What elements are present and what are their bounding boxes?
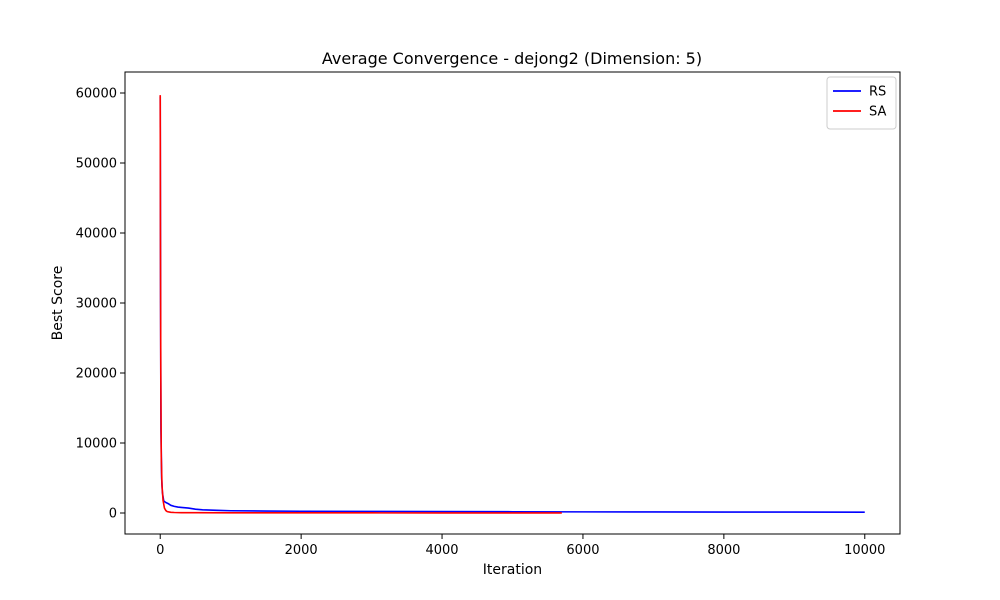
- plot-lines: [159, 95, 865, 514]
- y-tick-label-3: 30000: [76, 297, 117, 312]
- axes: 0 2000 4000 6000 8000 10000 0 10000 20000 30000 40…: [76, 87, 886, 559]
- series-line-sa: [159, 95, 562, 514]
- chart-title: Average Convergence - dejong2 (Dimension…: [322, 49, 702, 68]
- x-axis-label: Iteration: [483, 562, 542, 578]
- y-tick-label-6: 60000: [76, 87, 117, 102]
- y-axis-label: Best Score: [50, 266, 66, 341]
- legend: RS SA: [826, 76, 897, 130]
- series-line-rs: [159, 96, 865, 513]
- legend-label-sa: SA: [869, 105, 886, 120]
- y-tick-label-4: 40000: [76, 227, 117, 242]
- y-tick-label-1: 10000: [76, 437, 117, 452]
- y-tick-label-2: 20000: [76, 367, 117, 382]
- x-tick-label-4: 8000: [707, 543, 740, 558]
- x-tick-label-3: 6000: [566, 543, 599, 558]
- plot-frame: [124, 71, 901, 535]
- x-tick-label-0: 0: [156, 543, 164, 558]
- x-tick-label-5: 10000: [844, 543, 885, 558]
- y-tick-label-0: 0: [109, 507, 117, 522]
- x-tick-label-2: 4000: [425, 543, 458, 558]
- x-tick-label-1: 2000: [285, 543, 318, 558]
- y-tick-label-5: 50000: [76, 157, 117, 172]
- legend-box: [826, 76, 897, 130]
- legend-label-rs: RS: [869, 85, 886, 100]
